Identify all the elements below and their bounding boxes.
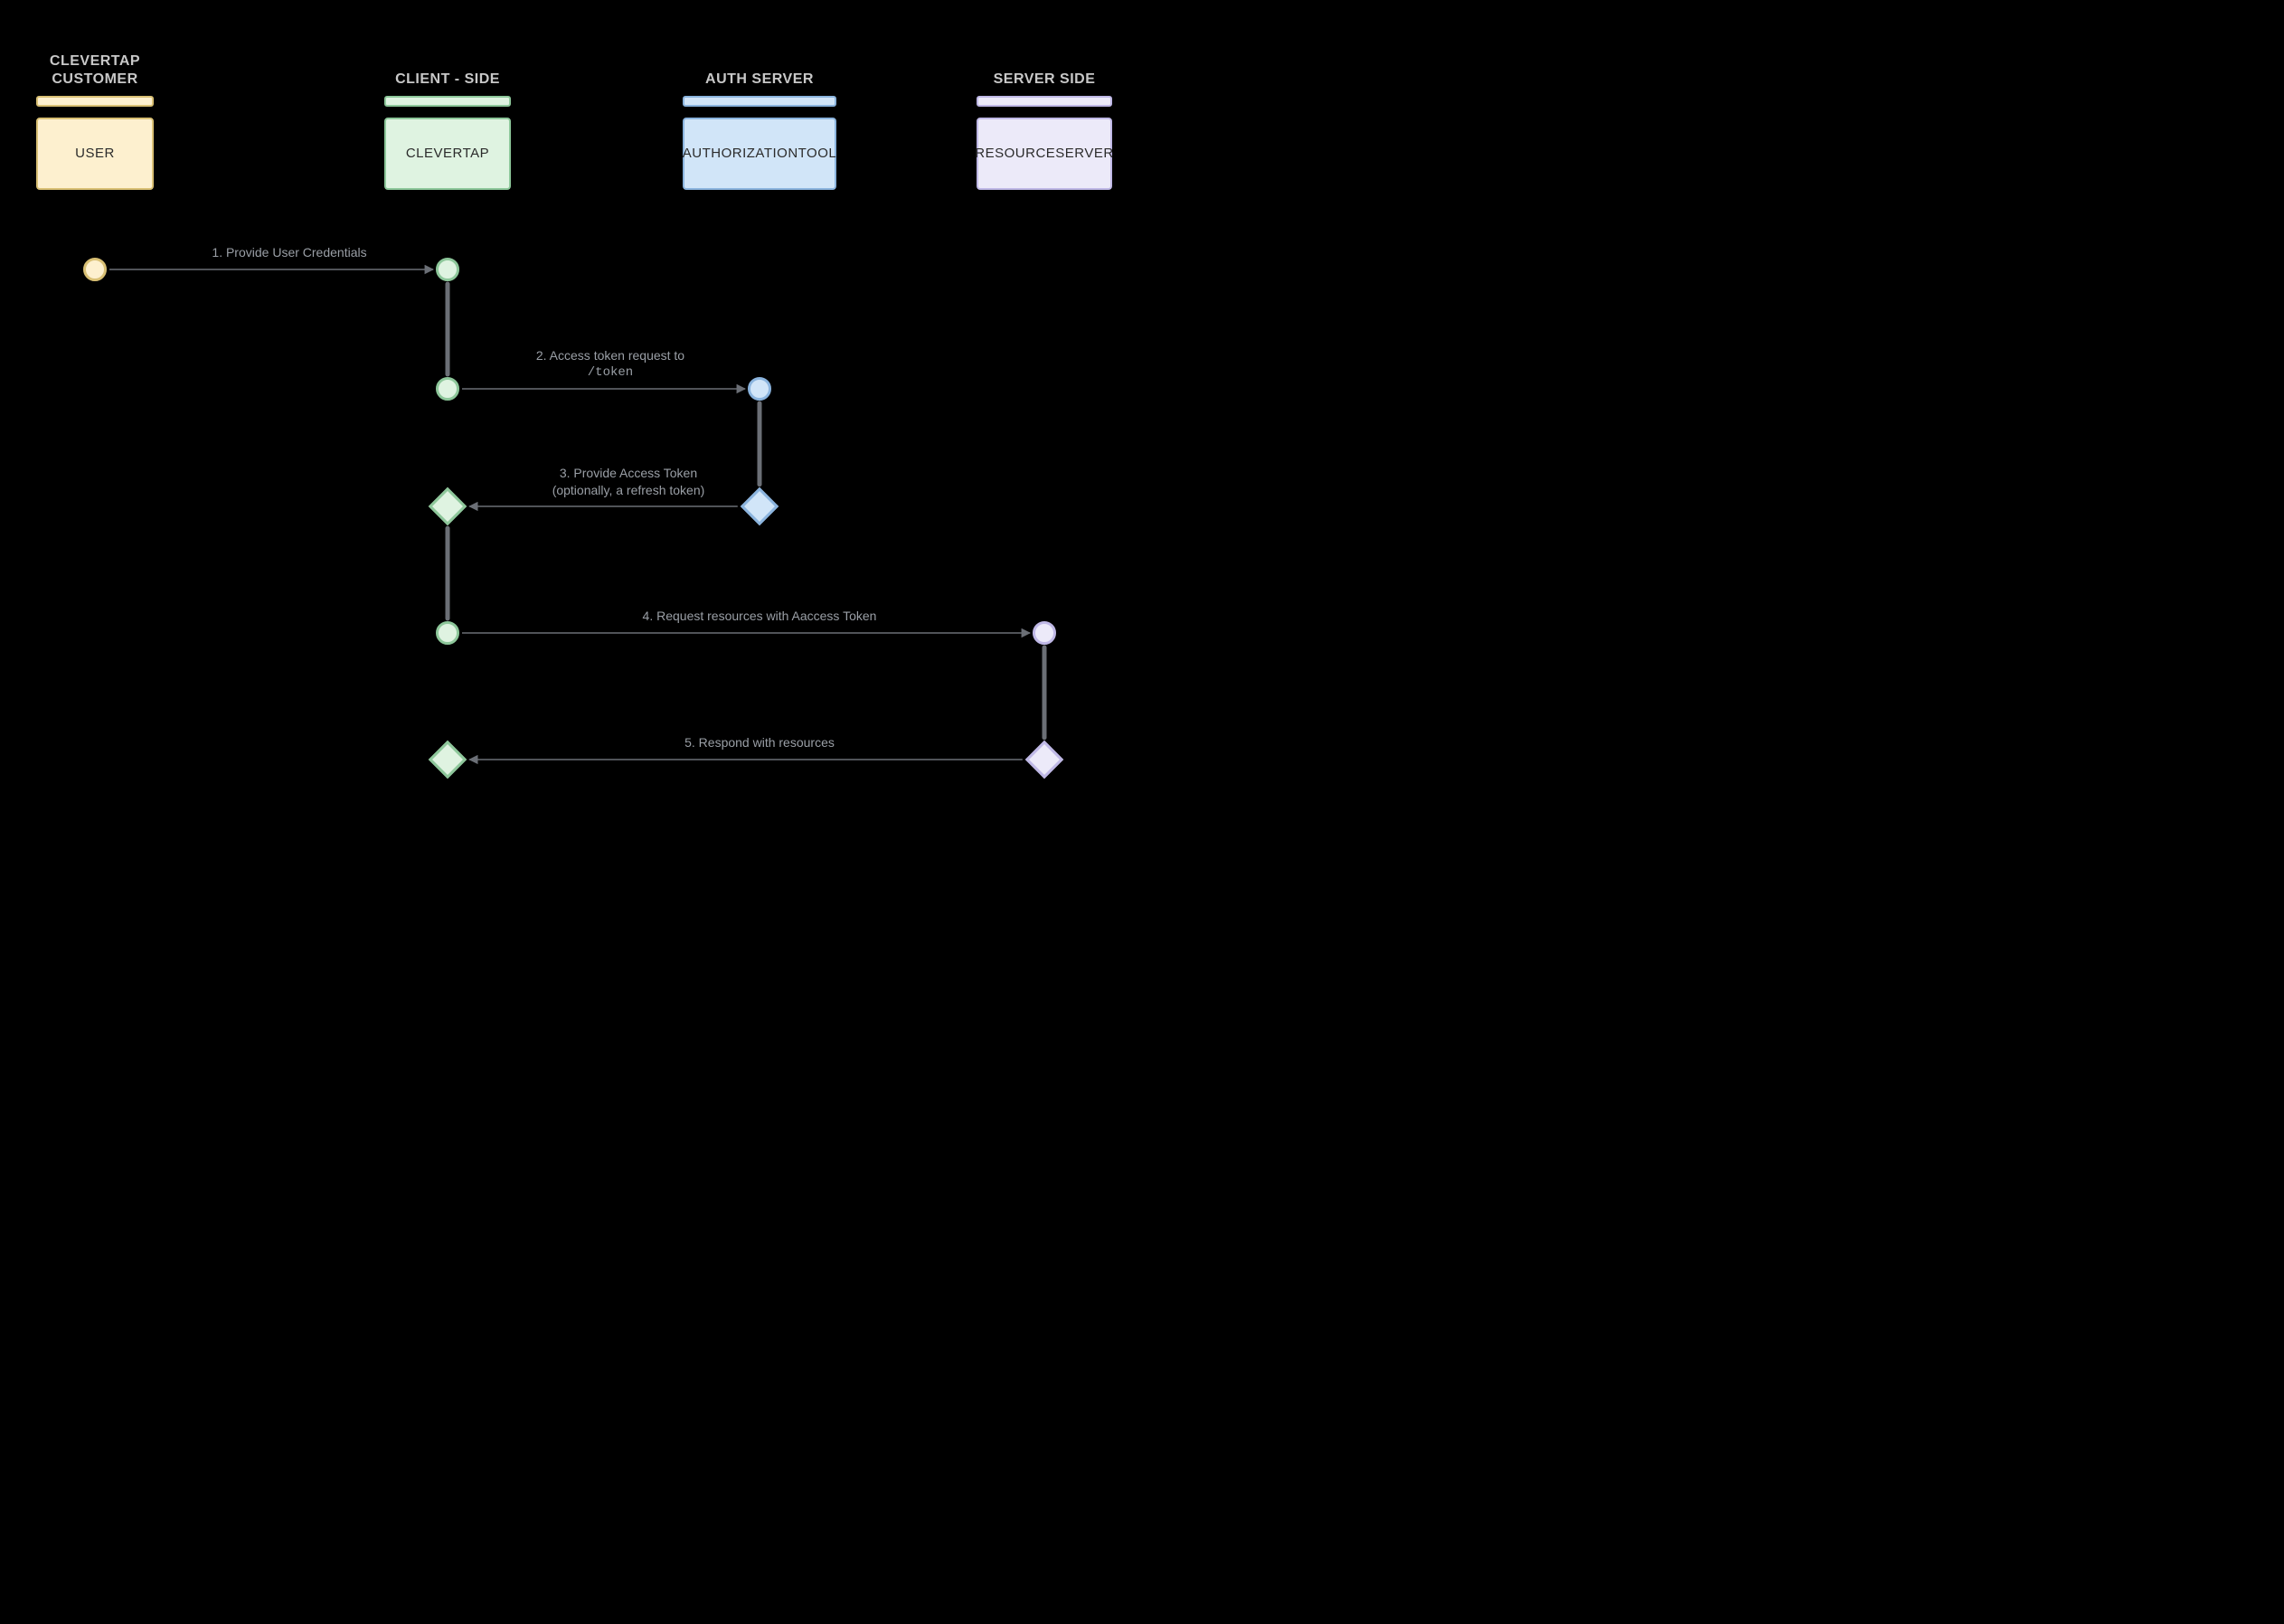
node-circle [83,258,107,281]
node-diamond [429,741,467,779]
node-diamond [429,487,467,525]
node-circle [436,621,459,645]
edge-label: 5. Respond with resources [506,734,1013,751]
edges-layer [0,0,1142,812]
lane-bar-client [384,96,511,107]
node-circle [436,377,459,401]
lane-bar-auth [683,96,836,107]
lane-header-auth: AUTH SERVER [683,71,836,107]
lane-title-auth: AUTH SERVER [683,71,836,89]
lane-box-res: RESOURCESERVER [977,118,1112,190]
edge-label: 3. Provide Access Token(optionally, a re… [502,465,755,499]
lane-box-client: CLEVERTAP [384,118,511,190]
lane-bar-res [977,96,1112,107]
lane-title-client: CLIENT - SIDE [384,71,511,89]
lane-header-res: SERVER SIDE [977,71,1112,107]
lane-bar-user [36,96,154,107]
node-diamond [1025,741,1063,779]
lane-box-auth: AUTHORIZATIONTOOL [683,118,836,190]
edge-label: 4. Request resources with Aaccess Token [506,608,1013,625]
edge-label: 1. Provide User Credentials [154,244,425,261]
node-circle [1033,621,1056,645]
lane-title-user: CLEVERTAPCUSTOMER [36,52,154,89]
node-circle [436,258,459,281]
lane-title-res: SERVER SIDE [977,71,1112,89]
diagram-canvas: CLEVERTAPCUSTOMER USER CLIENT - SIDE CLEVER… [0,0,1142,812]
lane-box-user: USER [36,118,154,190]
edge-label: 2. Access token request to/token [488,347,732,382]
node-circle [748,377,771,401]
lane-header-user: CLEVERTAPCUSTOMER [36,52,154,107]
lane-header-client: CLIENT - SIDE [384,71,511,107]
